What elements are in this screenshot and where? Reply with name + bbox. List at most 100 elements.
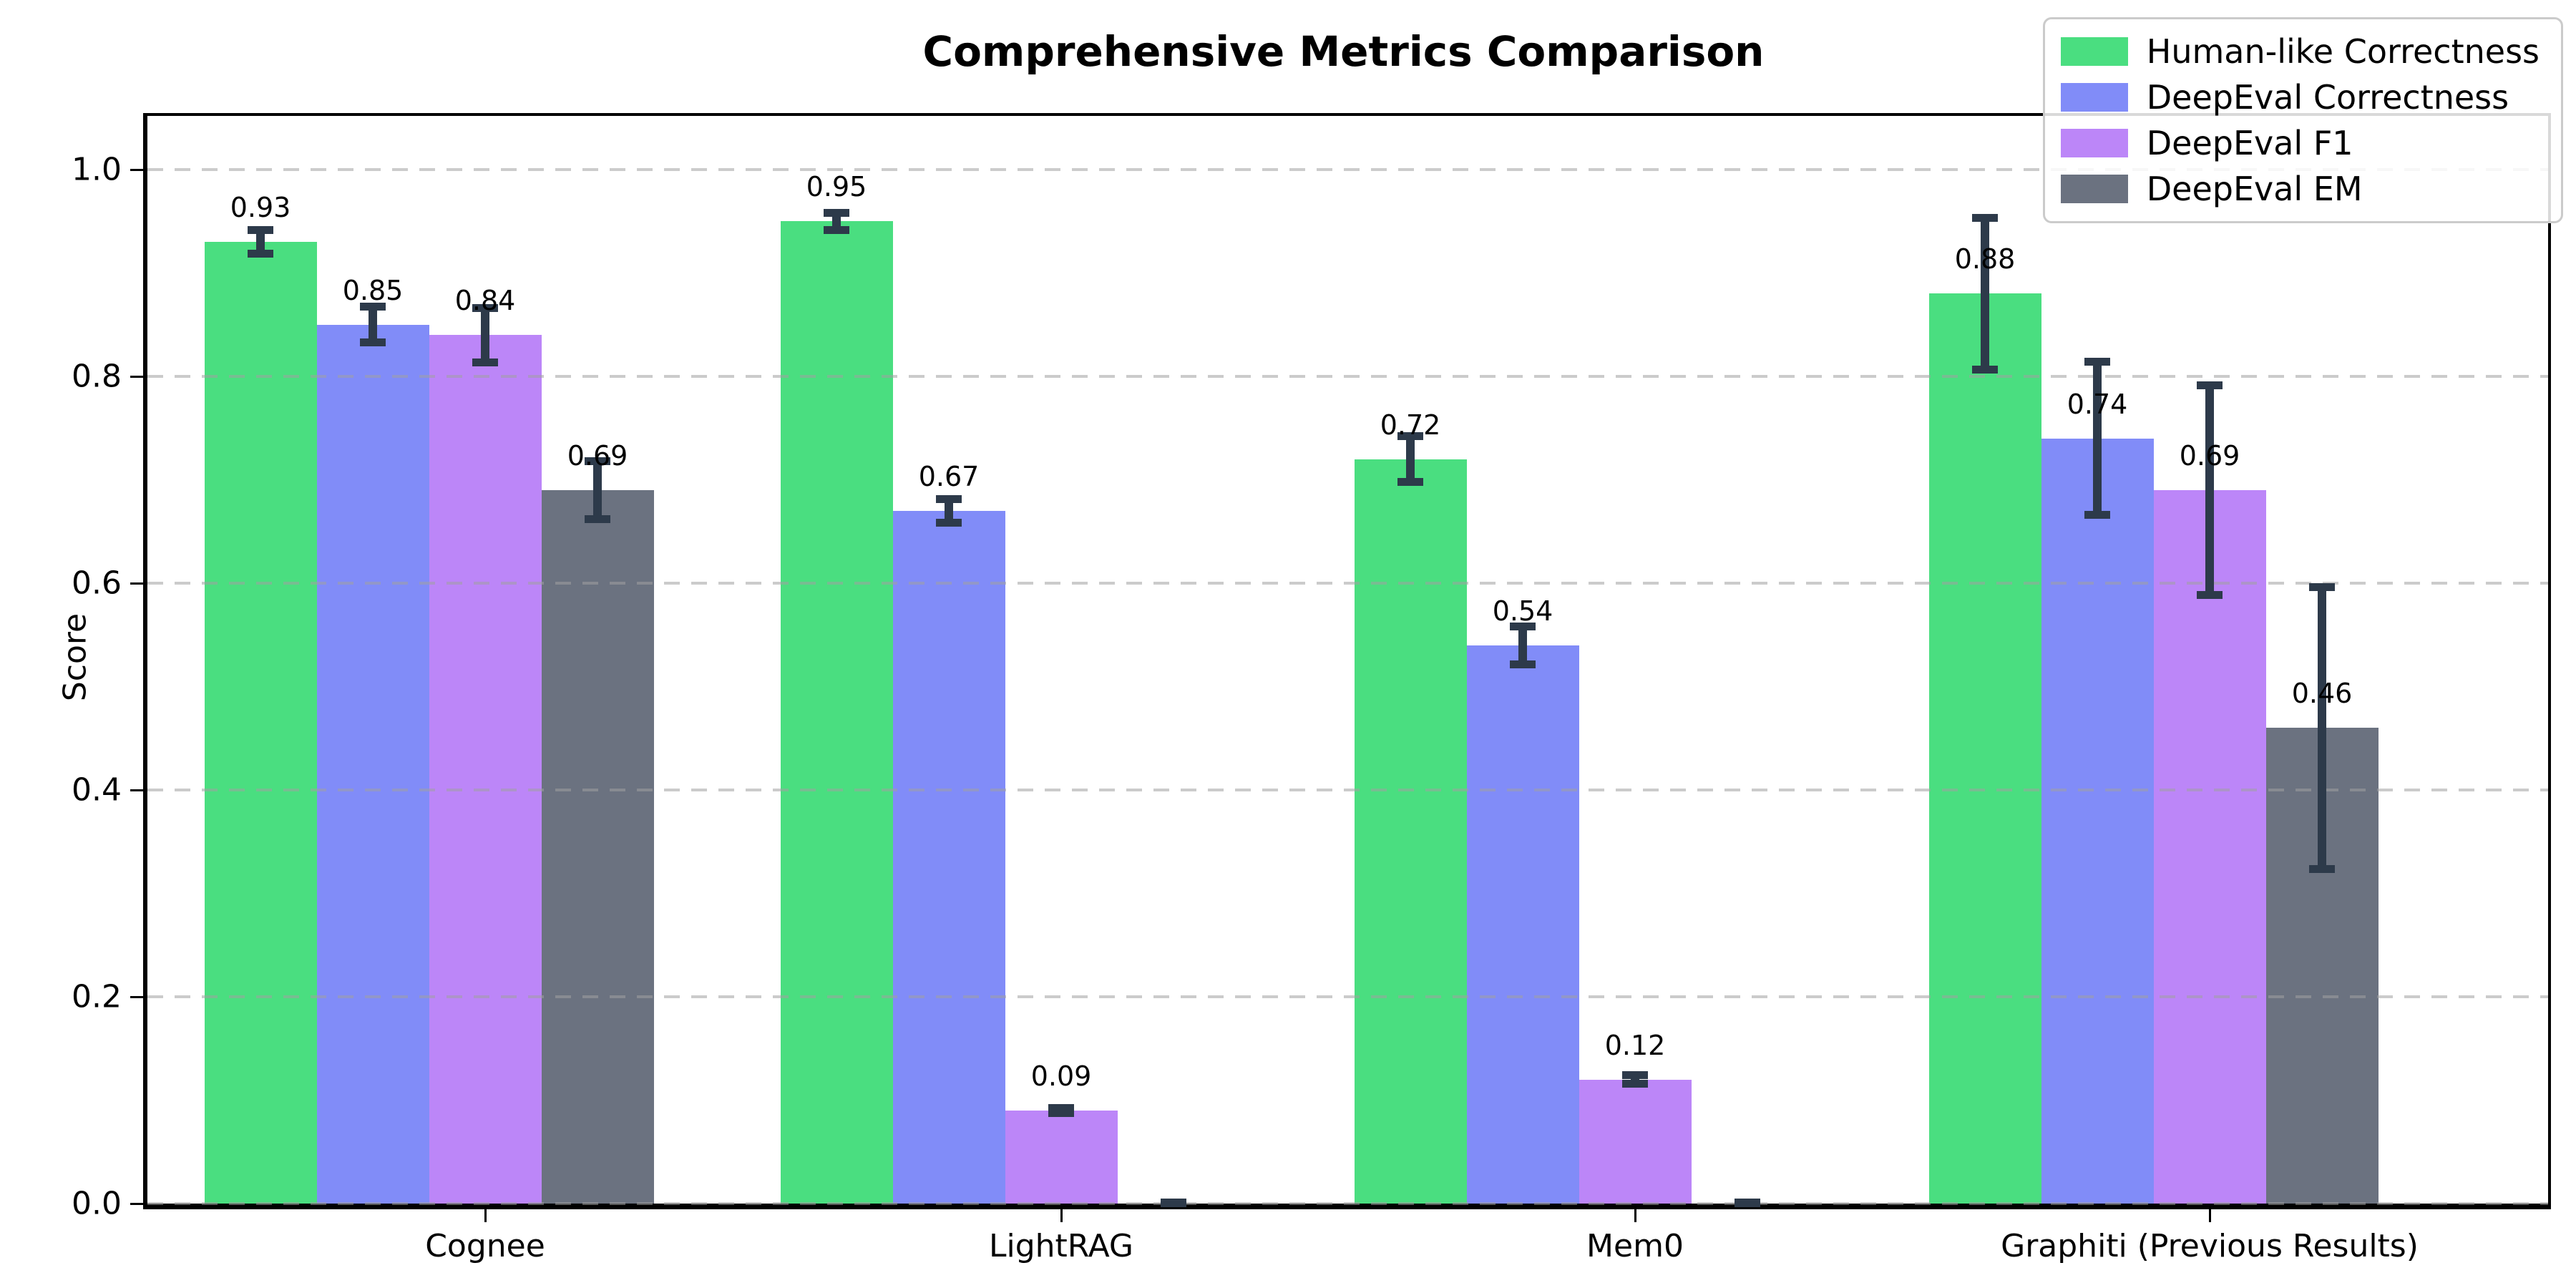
bar — [1579, 1079, 1692, 1204]
error-bar — [1622, 1071, 1648, 1088]
gridline — [147, 582, 2548, 585]
chart-title: Comprehensive Metrics Comparison — [922, 27, 1765, 76]
error-bar-cap — [824, 208, 849, 217]
error-bar — [1397, 432, 1423, 487]
error-bar-line — [481, 303, 489, 366]
bar — [1466, 645, 1579, 1204]
bar — [541, 489, 654, 1204]
error-bar-cap — [1397, 478, 1423, 487]
y-tick-mark — [130, 995, 143, 998]
error-bar — [824, 208, 849, 234]
y-tick-label: 0.0 — [72, 1185, 122, 1222]
error-bar-cap — [936, 518, 962, 527]
bar — [316, 324, 429, 1204]
bar — [892, 510, 1005, 1204]
bar-value-label: 0.72 — [1380, 409, 1441, 441]
y-tick-mark — [130, 582, 143, 585]
y-tick-mark — [130, 375, 143, 378]
error-bar — [248, 226, 273, 258]
error-bar — [1048, 1104, 1074, 1117]
error-bar-cap — [1735, 1199, 1760, 1206]
error-bar-line — [1406, 432, 1415, 487]
error-bar — [2309, 583, 2335, 873]
error-bar-cap — [360, 338, 386, 347]
legend-swatch — [2060, 175, 2128, 203]
bar-value-label: 0.84 — [454, 285, 516, 317]
error-bar-cap — [248, 249, 273, 258]
error-bar — [2197, 381, 2223, 599]
legend-swatch — [2060, 83, 2128, 112]
error-bar — [2084, 358, 2110, 519]
gridline — [147, 168, 2548, 171]
x-tick-mark — [2208, 1209, 2211, 1222]
y-tick-mark — [130, 1202, 143, 1205]
bar-value-label: 0.46 — [2291, 678, 2353, 710]
bar-value-label: 0.95 — [806, 171, 867, 203]
error-bar-cap — [360, 303, 386, 311]
gridline — [147, 375, 2548, 378]
error-bar-cap — [1161, 1199, 1186, 1206]
legend: Human-like Correctness DeepEval Correctne… — [2042, 17, 2563, 223]
legend-label: DeepEval EM — [2146, 170, 2363, 208]
error-bar-cap — [248, 226, 273, 235]
error-bar-cap — [2197, 381, 2223, 390]
bar — [2041, 438, 2154, 1204]
error-bar-cap — [585, 515, 610, 524]
error-bar-cap — [1510, 622, 1536, 630]
gridline — [147, 995, 2548, 998]
bar — [2153, 489, 2266, 1204]
x-tick-label: Cognee — [425, 1228, 545, 1264]
error-bar-cap — [1972, 365, 1998, 374]
error-bar-cap — [1048, 1104, 1074, 1113]
y-tick-label: 0.4 — [72, 771, 122, 809]
legend-item: Human-like Correctness — [2060, 32, 2540, 71]
error-bar — [1510, 622, 1536, 668]
error-bar-cap — [936, 495, 962, 504]
error-bar-cap — [2084, 358, 2110, 366]
error-bar-cap — [2309, 583, 2335, 592]
bar-value-label: 0.85 — [342, 274, 404, 306]
error-bar-cap — [1510, 660, 1536, 668]
bar-value-label: 0.69 — [2179, 439, 2240, 472]
bar-value-label: 0.54 — [1492, 595, 1553, 627]
y-tick-label: 1.0 — [72, 151, 122, 188]
y-tick-label: 0.2 — [72, 978, 122, 1015]
error-bar-cap — [472, 303, 498, 312]
bar — [780, 221, 893, 1204]
legend-swatch — [2060, 37, 2128, 66]
error-bar — [360, 303, 386, 347]
bar-value-label: 0.93 — [230, 192, 291, 224]
bar — [429, 335, 542, 1204]
error-bar-cap — [1622, 1071, 1648, 1080]
gridline — [147, 1202, 2548, 1205]
error-bar — [936, 495, 962, 527]
error-bar-line — [2205, 381, 2214, 599]
y-tick-label: 0.6 — [72, 565, 122, 602]
bar — [204, 242, 317, 1204]
error-bar — [585, 457, 610, 524]
error-bar-cap — [2084, 511, 2110, 519]
legend-label: DeepEval Correctness — [2146, 78, 2509, 117]
gridline — [147, 789, 2548, 791]
y-tick-mark — [130, 789, 143, 791]
error-bar-cap — [2309, 864, 2335, 873]
bar — [1005, 1110, 1118, 1204]
bar — [1354, 459, 1467, 1204]
bar-value-label: 0.12 — [1604, 1029, 1666, 1061]
error-bar-cap — [472, 358, 498, 366]
legend-item: DeepEval F1 — [2060, 124, 2540, 162]
error-bar-line — [593, 457, 602, 524]
bar-value-label: 0.69 — [567, 439, 628, 472]
error-bar — [1161, 1199, 1186, 1208]
x-tick-label: Mem0 — [1586, 1228, 1684, 1264]
legend-item: DeepEval EM — [2060, 170, 2540, 208]
x-tick-label: LightRAG — [988, 1228, 1134, 1264]
error-bar-cap — [1397, 432, 1423, 441]
legend-item: DeepEval Correctness — [2060, 78, 2540, 117]
error-bar-line — [1981, 214, 1989, 374]
error-bar-cap — [2197, 590, 2223, 599]
error-bar-cap — [585, 457, 610, 465]
error-bar — [472, 303, 498, 366]
bar-value-label: 0.67 — [918, 460, 980, 492]
